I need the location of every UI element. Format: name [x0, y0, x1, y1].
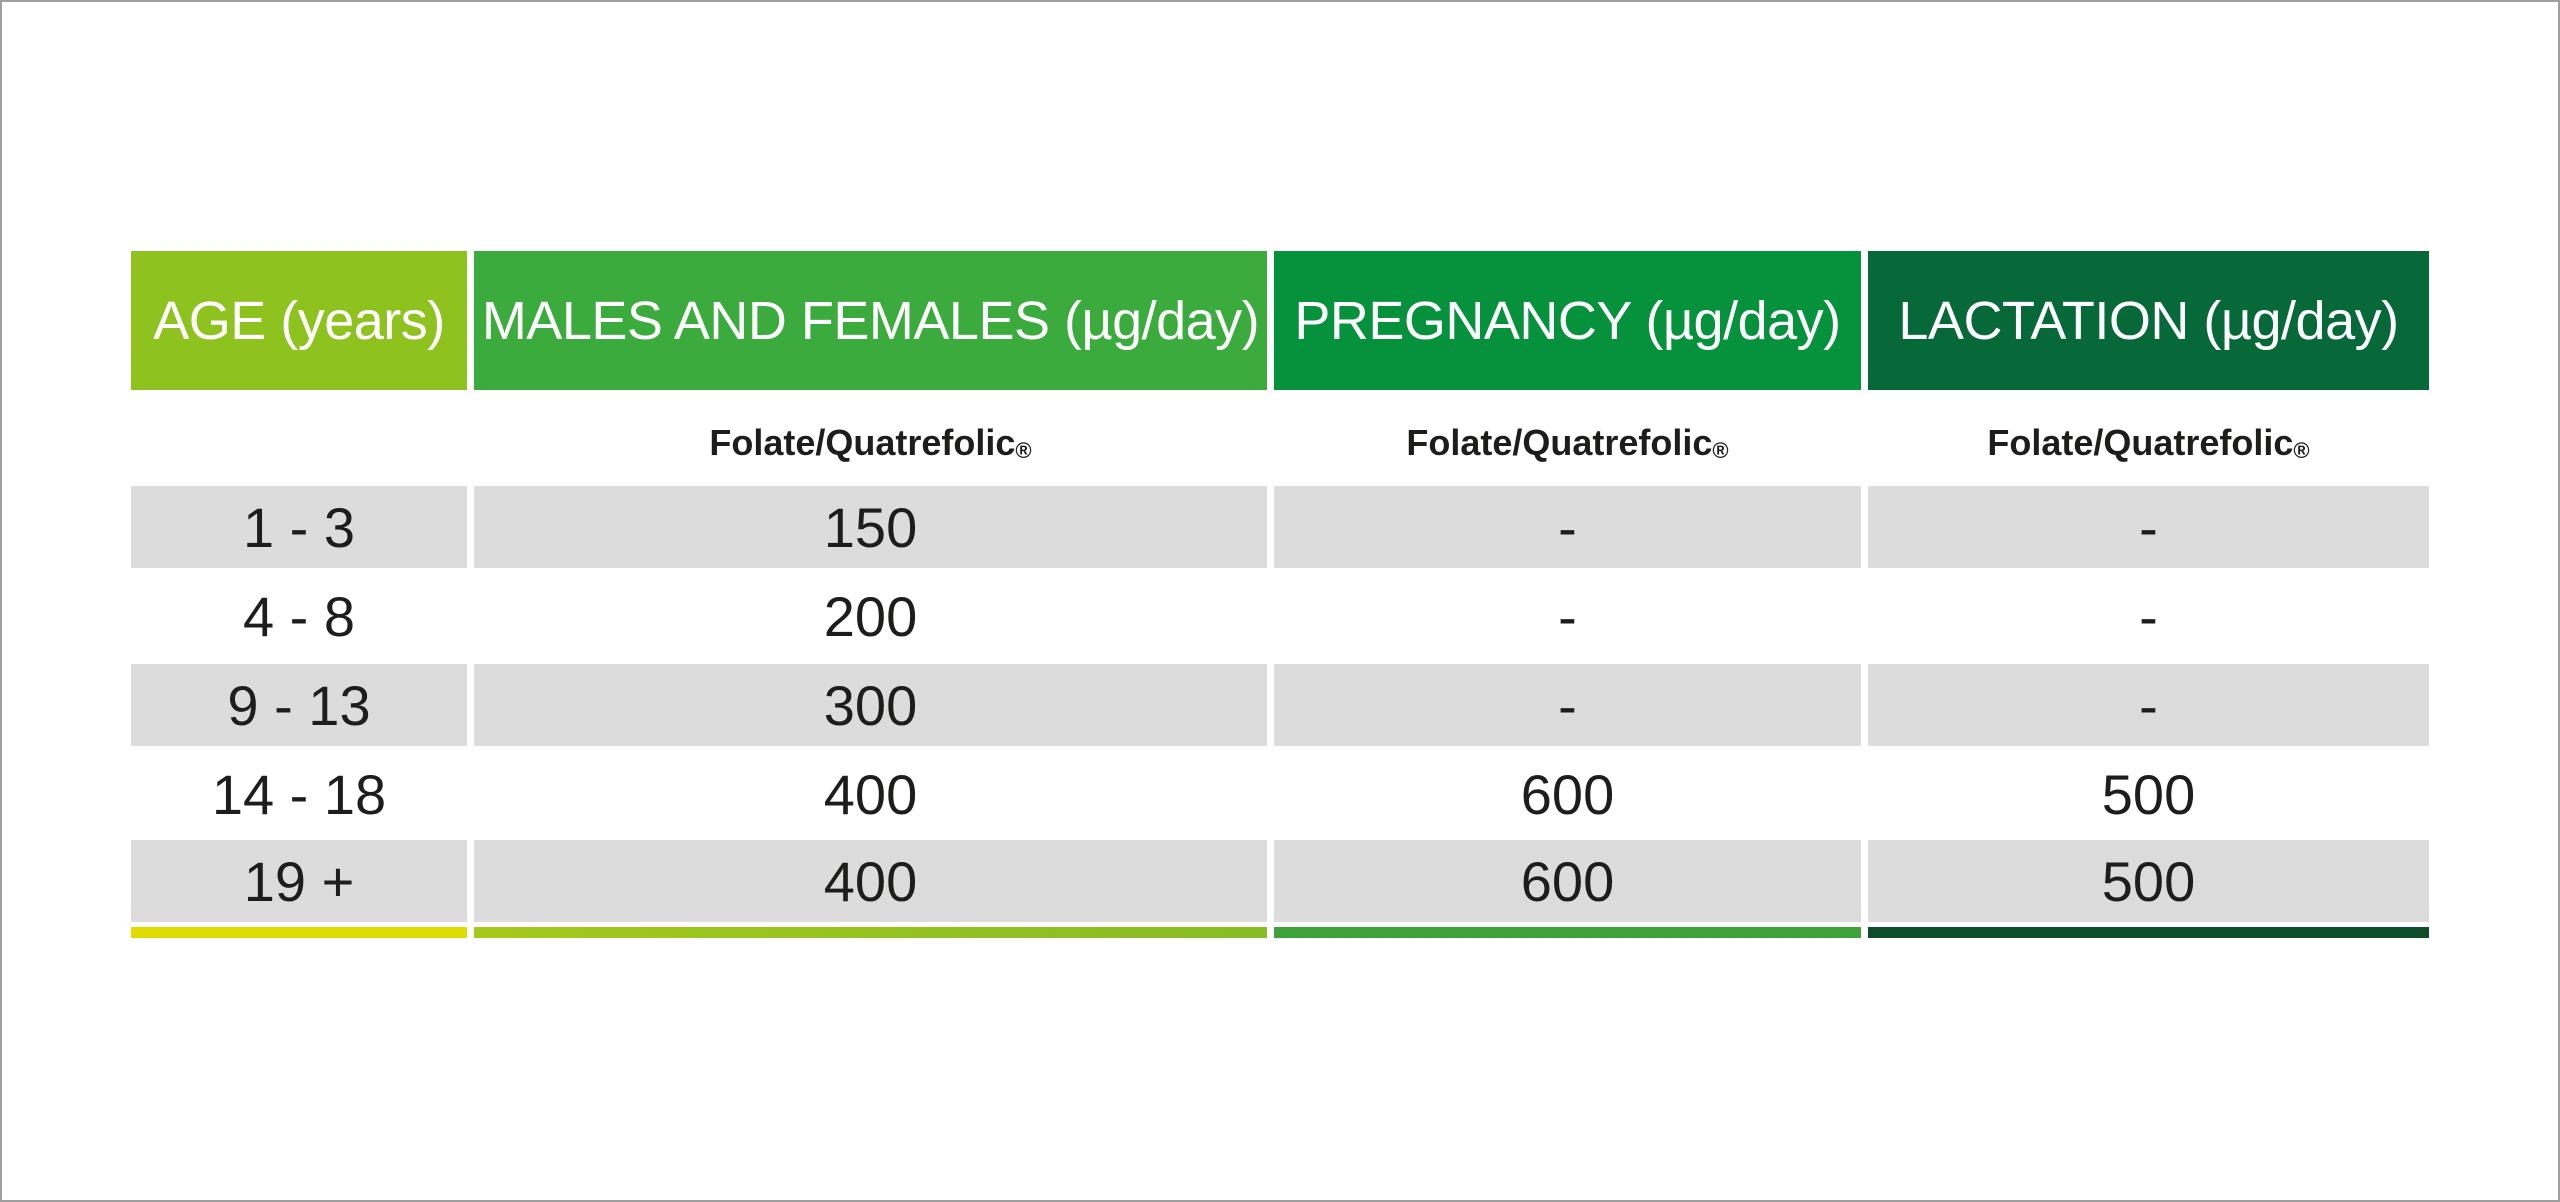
- bottom-bar-pregnancy: [1274, 927, 1861, 938]
- pregnancy-cell: -: [1558, 584, 1577, 648]
- lactation-cell: -: [1868, 486, 2429, 568]
- header-pregnancy: PREGNANCY (µg/day): [1274, 251, 1861, 390]
- header-age: AGE (years): [131, 251, 467, 390]
- bottom-color-bar: [131, 927, 2429, 938]
- lactation-cell: -: [2139, 584, 2158, 648]
- bottom-bar-age: [131, 927, 467, 938]
- pregnancy-cell: 600: [1274, 840, 1861, 922]
- age-cell: 4 - 8: [242, 584, 356, 648]
- subheader-text: Folate/Quatrefolic: [1987, 422, 2294, 463]
- age-cell: 19 +: [131, 840, 467, 922]
- registered-mark: ®: [1712, 438, 1729, 463]
- subheader-age: [131, 390, 467, 482]
- table-row: 9 - 13 300 - -: [131, 664, 2429, 746]
- subheader-row: Folate/Quatrefolic ® Folate/Quatrefolic ® …: [131, 390, 2429, 482]
- lactation-cell: -: [1868, 664, 2429, 746]
- age-cell: 9 - 13: [131, 664, 467, 746]
- age-cell: 14 - 18: [211, 762, 387, 826]
- table-row: 14 - 18 400 600 500: [131, 753, 2429, 835]
- header-males-females: MALES AND FEMALES (µg/day): [474, 251, 1267, 390]
- pregnancy-cell: 600: [1520, 762, 1615, 826]
- subheader-males-females: Folate/Quatrefolic ®: [474, 390, 1267, 482]
- males-females-cell: 200: [823, 584, 918, 648]
- header-row: AGE (years) MALES AND FEMALES (µg/day) P…: [131, 251, 2429, 390]
- age-cell: 1 - 3: [131, 486, 467, 568]
- table-row: 4 - 8 200 - -: [131, 575, 2429, 657]
- subheader-text: Folate/Quatrefolic: [1406, 422, 1713, 463]
- males-females-cell: 300: [474, 664, 1267, 746]
- subheader-lactation: Folate/Quatrefolic ®: [1868, 390, 2429, 482]
- table-row: 1 - 3 150 - -: [131, 486, 2429, 568]
- pregnancy-cell: -: [1274, 664, 1861, 746]
- registered-mark: ®: [2293, 438, 2310, 463]
- bottom-bar-males-females: [474, 927, 1267, 938]
- registered-mark: ®: [1015, 438, 1032, 463]
- pregnancy-cell: -: [1274, 486, 1861, 568]
- males-females-cell: 150: [474, 486, 1267, 568]
- males-females-cell: 400: [474, 840, 1267, 922]
- subheader-text: Folate/Quatrefolic: [709, 422, 1016, 463]
- header-lactation: LACTATION (µg/day): [1868, 251, 2429, 390]
- lactation-cell: 500: [1868, 840, 2429, 922]
- lactation-cell: 500: [2101, 762, 2196, 826]
- subheader-pregnancy: Folate/Quatrefolic ®: [1274, 390, 1861, 482]
- table-row: 19 + 400 600 500: [131, 840, 2429, 922]
- males-females-cell: 400: [823, 762, 918, 826]
- bottom-bar-lactation: [1868, 927, 2429, 938]
